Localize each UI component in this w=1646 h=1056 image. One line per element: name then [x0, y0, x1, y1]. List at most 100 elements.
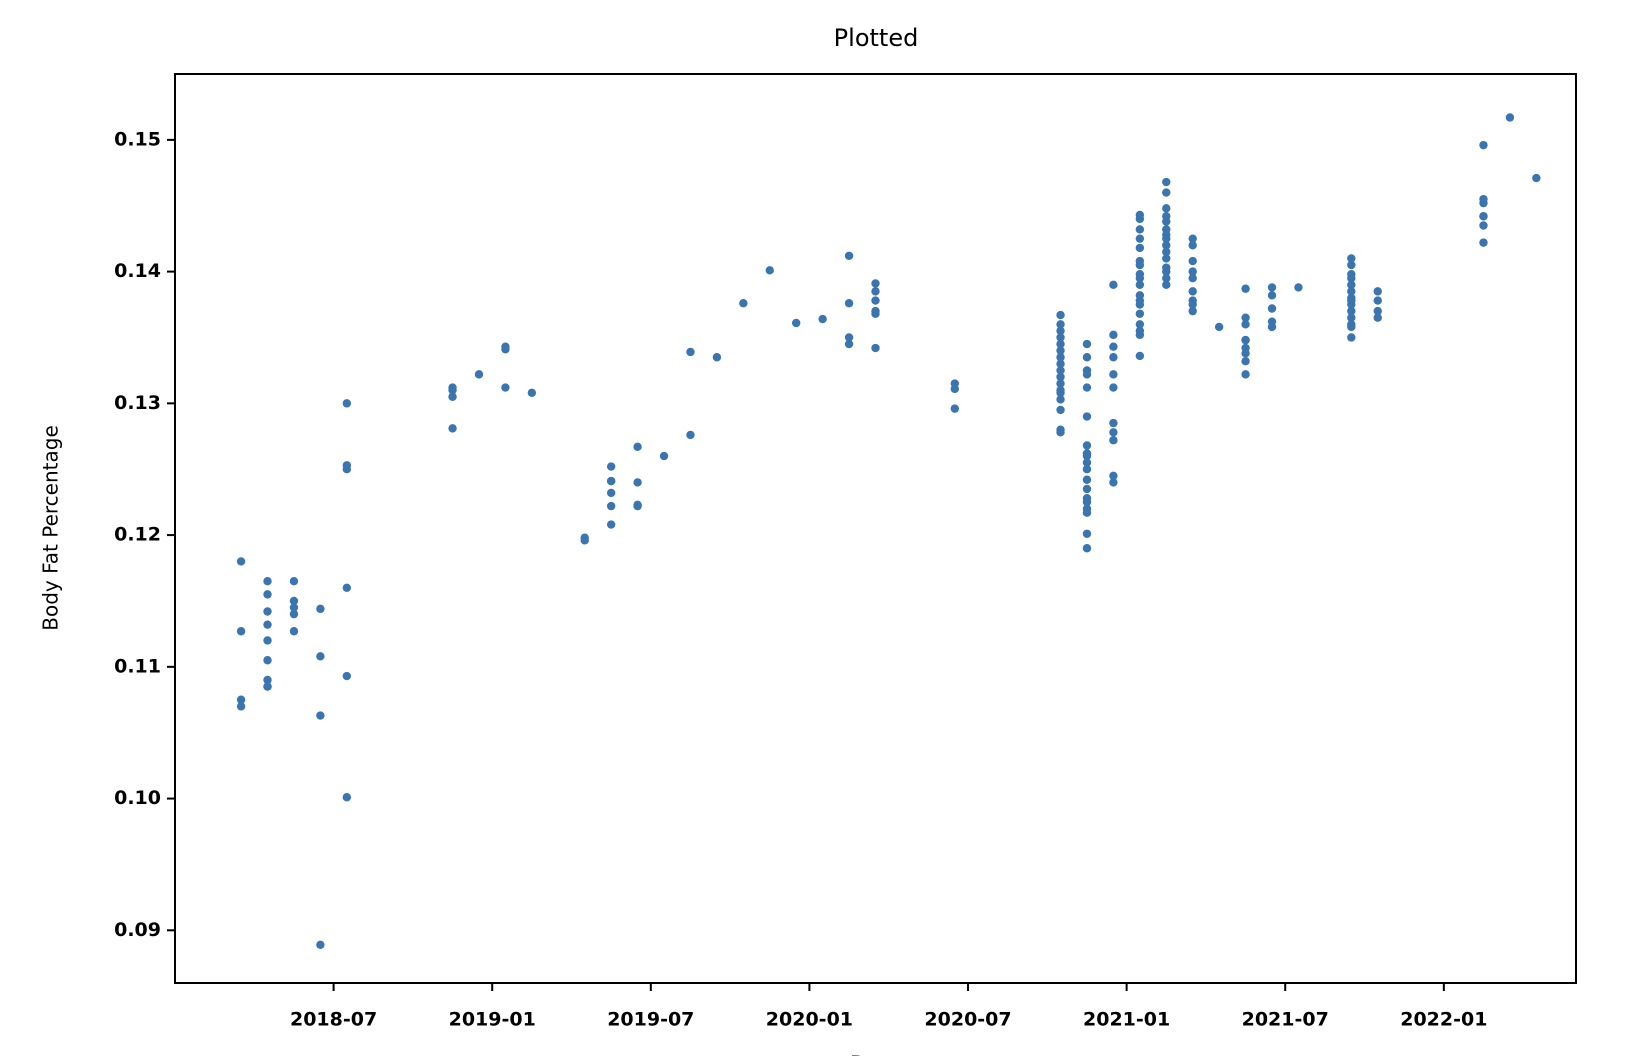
point: [739, 299, 748, 308]
point: [712, 353, 722, 362]
point: [1109, 418, 1118, 428]
point: [1135, 330, 1145, 340]
point: [1056, 326, 1065, 336]
point: [342, 465, 352, 474]
point: [1188, 234, 1197, 243]
point: [1188, 287, 1197, 296]
point: [1241, 349, 1250, 358]
point: [1109, 471, 1118, 481]
point: [1135, 273, 1145, 283]
point: [1135, 256, 1145, 266]
point: [1347, 296, 1356, 305]
point: [1267, 322, 1277, 332]
point: [1135, 309, 1145, 318]
point: [844, 251, 854, 260]
point: [765, 266, 774, 275]
point: [1056, 379, 1065, 388]
point: [448, 424, 457, 433]
point: [1347, 313, 1356, 322]
point: [1214, 322, 1224, 332]
point: [633, 501, 642, 511]
point: [1109, 370, 1118, 379]
point: [1056, 333, 1065, 342]
point: [1373, 287, 1382, 296]
point: [1109, 383, 1118, 392]
point: [263, 656, 272, 665]
point: [1109, 428, 1118, 437]
point: [448, 385, 457, 395]
point: [263, 590, 272, 599]
point: [1241, 284, 1250, 293]
point: [606, 501, 616, 511]
point: [236, 702, 246, 711]
point: [1505, 113, 1515, 122]
point: [1056, 395, 1065, 404]
point: [289, 576, 299, 586]
point: [1135, 351, 1145, 361]
point: [1135, 225, 1145, 234]
y-tick-label: 0.12: [114, 524, 161, 546]
point: [1162, 188, 1171, 197]
point: [1188, 256, 1197, 266]
point: [1082, 449, 1092, 458]
point: [844, 299, 854, 308]
point: [1267, 291, 1277, 300]
point: [633, 478, 642, 487]
point: [950, 384, 960, 394]
y-tick-label: 0.11: [114, 655, 161, 677]
point: [501, 383, 510, 392]
point: [263, 607, 272, 616]
point: [1241, 335, 1250, 345]
point: [448, 392, 457, 401]
point: [1162, 217, 1171, 226]
point: [1056, 339, 1065, 349]
point: [1082, 412, 1092, 421]
point: [1373, 296, 1382, 305]
point: [1373, 313, 1382, 322]
point: [1347, 260, 1356, 270]
point: [1109, 330, 1118, 340]
point: [950, 404, 960, 413]
point: [1082, 497, 1092, 507]
point: [289, 627, 299, 636]
y-tick-label: 0.09: [114, 919, 161, 941]
point: [844, 339, 854, 349]
point: [236, 557, 246, 566]
point: [1109, 342, 1118, 351]
point: [1082, 339, 1092, 349]
point: [1109, 280, 1118, 289]
point: [1135, 234, 1145, 243]
point: [1082, 508, 1092, 517]
point: [1082, 475, 1092, 484]
point: [1082, 465, 1092, 474]
point: [871, 296, 880, 305]
point: [1162, 254, 1171, 263]
point: [1479, 212, 1488, 221]
point: [791, 318, 801, 328]
x-tick-label: 2021-01: [1083, 1009, 1170, 1031]
point: [1347, 273, 1356, 283]
point: [1109, 478, 1118, 487]
chart-title: Plotted: [834, 24, 919, 52]
point: [818, 314, 827, 324]
point: [871, 343, 880, 353]
point: [1532, 173, 1541, 183]
point: [316, 940, 325, 949]
point: [1188, 273, 1197, 283]
point: [580, 533, 589, 542]
point: [1347, 287, 1356, 296]
point: [1162, 247, 1171, 257]
point: [1135, 280, 1145, 289]
point: [871, 306, 880, 316]
point: [686, 430, 695, 440]
point: [263, 576, 272, 586]
point: [1162, 204, 1171, 213]
point: [871, 287, 880, 296]
point: [1135, 320, 1145, 329]
point: [474, 370, 484, 379]
point: [1056, 372, 1065, 382]
point: [1241, 320, 1250, 329]
point: [1135, 296, 1145, 305]
